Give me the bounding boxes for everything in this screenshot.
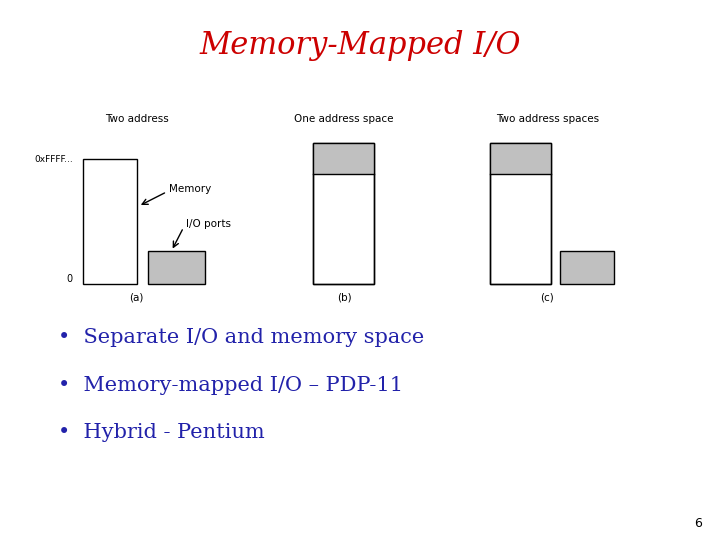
Bar — [490, 143, 551, 284]
Text: (c): (c) — [540, 292, 554, 302]
Bar — [313, 143, 374, 284]
Text: •  Memory-mapped I/O – PDP-11: • Memory-mapped I/O – PDP-11 — [58, 375, 402, 395]
Bar — [148, 251, 205, 284]
Text: Two address spaces: Two address spaces — [495, 114, 599, 124]
Text: 0: 0 — [66, 273, 73, 284]
Text: •  Separate I/O and memory space: • Separate I/O and memory space — [58, 328, 424, 347]
Text: Memory: Memory — [169, 184, 212, 194]
Bar — [313, 143, 374, 174]
Text: Memory-Mapped I/O: Memory-Mapped I/O — [199, 30, 521, 62]
Text: (b): (b) — [337, 292, 351, 302]
Bar — [313, 143, 374, 284]
Text: 6: 6 — [694, 517, 702, 530]
Text: 0xFFFF...: 0xFFFF... — [34, 155, 73, 164]
Text: •  Hybrid - Pentium: • Hybrid - Pentium — [58, 423, 264, 442]
Text: One address space: One address space — [294, 114, 394, 124]
Text: Two address: Two address — [105, 114, 168, 124]
Bar — [560, 251, 614, 284]
Text: (a): (a) — [130, 292, 144, 302]
Bar — [490, 143, 551, 284]
Bar — [490, 143, 551, 174]
Bar — [83, 159, 137, 284]
Text: I/O ports: I/O ports — [186, 219, 230, 229]
